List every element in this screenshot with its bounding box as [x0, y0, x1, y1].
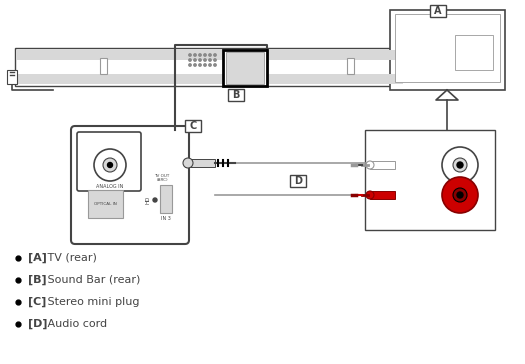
- Text: [A]: [A]: [28, 253, 47, 263]
- Circle shape: [194, 64, 196, 66]
- Bar: [88, 190, 123, 218]
- Bar: [370, 161, 395, 169]
- Bar: [430, 5, 446, 17]
- Text: TV (rear): TV (rear): [45, 253, 97, 263]
- Text: Stereo mini plug: Stereo mini plug: [45, 297, 140, 307]
- Circle shape: [189, 59, 191, 61]
- Bar: [455, 35, 493, 70]
- Bar: [185, 159, 215, 167]
- Text: C: C: [190, 121, 197, 131]
- Circle shape: [204, 54, 206, 56]
- Circle shape: [457, 162, 463, 168]
- Circle shape: [214, 59, 216, 61]
- Bar: [100, 58, 107, 74]
- Circle shape: [103, 158, 117, 172]
- Circle shape: [366, 191, 374, 199]
- Circle shape: [183, 158, 193, 168]
- Circle shape: [442, 147, 478, 183]
- Bar: [7, 70, 17, 84]
- Circle shape: [209, 54, 211, 56]
- Circle shape: [453, 158, 467, 172]
- Bar: [185, 120, 201, 132]
- Bar: [395, 14, 500, 82]
- Text: Audio cord: Audio cord: [45, 319, 108, 329]
- Text: [B]: [B]: [28, 275, 47, 285]
- Text: [C]: [C]: [28, 297, 46, 307]
- Circle shape: [366, 161, 374, 169]
- Circle shape: [199, 64, 201, 66]
- Circle shape: [442, 177, 478, 213]
- Bar: [223, 50, 267, 86]
- Circle shape: [209, 64, 211, 66]
- Text: A: A: [434, 6, 442, 16]
- Bar: [370, 191, 395, 199]
- Circle shape: [204, 59, 206, 61]
- Bar: [228, 89, 244, 101]
- Circle shape: [204, 64, 206, 66]
- Bar: [347, 58, 354, 74]
- Bar: [290, 175, 306, 187]
- Bar: [160, 185, 172, 213]
- Bar: [390, 10, 505, 90]
- Circle shape: [189, 64, 191, 66]
- FancyBboxPatch shape: [71, 126, 189, 244]
- Bar: [15, 48, 405, 86]
- Text: TV OUT
(ARC): TV OUT (ARC): [154, 174, 170, 182]
- FancyBboxPatch shape: [77, 132, 141, 191]
- Text: ANALOG IN: ANALOG IN: [96, 185, 124, 190]
- Text: D: D: [294, 176, 302, 186]
- Circle shape: [199, 59, 201, 61]
- Bar: [17, 50, 403, 60]
- Text: [D]: [D]: [28, 319, 47, 329]
- Circle shape: [194, 59, 196, 61]
- Text: B: B: [232, 90, 240, 100]
- Text: IN 3: IN 3: [161, 215, 171, 221]
- Circle shape: [214, 64, 216, 66]
- Circle shape: [199, 54, 201, 56]
- Circle shape: [209, 59, 211, 61]
- Bar: [17, 74, 403, 84]
- Circle shape: [453, 188, 467, 202]
- Circle shape: [94, 149, 126, 181]
- Circle shape: [457, 192, 463, 198]
- Bar: [365, 130, 495, 230]
- Text: Sound Bar (rear): Sound Bar (rear): [45, 275, 141, 285]
- Text: OPTICAL IN: OPTICAL IN: [94, 202, 117, 206]
- Circle shape: [153, 198, 157, 202]
- Circle shape: [108, 162, 112, 167]
- Circle shape: [194, 54, 196, 56]
- Text: HD: HD: [145, 196, 151, 204]
- Circle shape: [214, 54, 216, 56]
- Bar: [226, 52, 264, 84]
- Circle shape: [189, 54, 191, 56]
